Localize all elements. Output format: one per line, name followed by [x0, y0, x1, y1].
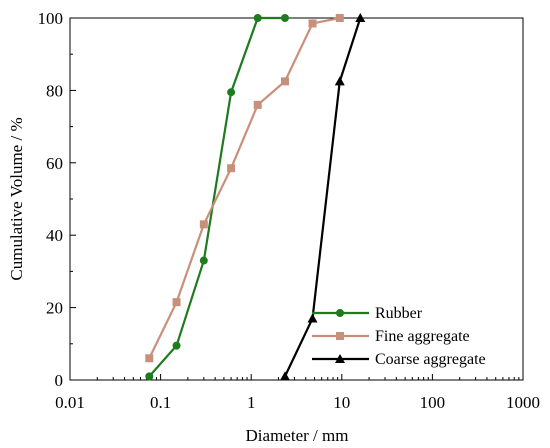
y-tick-label: 40 [46, 226, 63, 245]
data-point [227, 88, 236, 97]
series-group [279, 13, 366, 381]
data-point [199, 220, 208, 229]
x-tick-label: 10 [333, 393, 350, 412]
data-point [280, 14, 289, 22]
x-tick-label: 1000 [506, 393, 540, 412]
x-tick-label: 1 [247, 393, 256, 412]
data-point [334, 76, 345, 86]
data-point [172, 341, 181, 350]
data-point [308, 19, 317, 28]
legend-swatch-marker [335, 354, 345, 363]
data-point [172, 298, 181, 307]
legend-label: Rubber [375, 305, 423, 322]
data-point [279, 371, 290, 381]
x-tick-label: 0.01 [55, 393, 85, 412]
plot-frame [69, 17, 524, 381]
data-point [227, 164, 236, 173]
data-point [335, 14, 344, 22]
y-tick-label: 80 [46, 81, 63, 100]
data-point [145, 354, 154, 363]
data-point [280, 77, 289, 86]
y-axis-ticks: 0 20 40 60 80 100 [38, 9, 76, 390]
series-group [145, 14, 289, 381]
legend-label: Coarse aggregate [375, 351, 486, 368]
y-tick-label: 60 [46, 154, 63, 173]
x-tick-label: 100 [420, 393, 446, 412]
data-point [307, 313, 318, 323]
series-layer [145, 13, 366, 381]
series-group [145, 14, 344, 363]
series-line [148, 16, 285, 378]
x-tick-label: 0.1 [150, 393, 171, 412]
x-axis-title: Diameter / mm [246, 426, 349, 445]
legend-label: Fine aggregate [375, 328, 470, 345]
data-point [355, 13, 366, 22]
series-line [283, 17, 362, 377]
data-point [253, 100, 262, 109]
y-tick-label: 20 [46, 299, 63, 318]
data-point [199, 256, 208, 265]
legend-swatch-marker [336, 309, 344, 317]
x-axis-ticks: 0.01 0.1 1 10 100 1000 [55, 374, 540, 412]
data-point [253, 14, 262, 22]
legend-swatch-marker [336, 332, 344, 340]
series-line [148, 16, 340, 359]
y-tick-label: 0 [55, 371, 64, 390]
y-axis-title: Cumulative Volume / % [7, 117, 26, 280]
legend: Rubber Fine aggregate Coarse aggregate [312, 305, 486, 368]
data-point [145, 372, 154, 381]
y-tick-label: 100 [38, 9, 64, 28]
